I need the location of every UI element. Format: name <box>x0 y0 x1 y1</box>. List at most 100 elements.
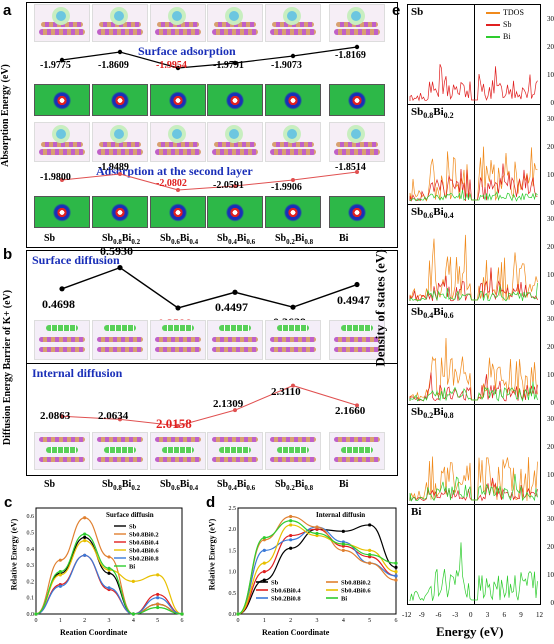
adsorption-structure-bottom <box>207 122 263 162</box>
point-surface-diffusion-5 <box>354 281 360 288</box>
panel-c-legend-label-1: Sb0.8Bi0.2 <box>129 532 159 539</box>
dos-legend-item-0: TDOS <box>486 8 524 17</box>
atom-layer <box>157 142 199 147</box>
surface-diffusion-structure <box>207 320 263 360</box>
panel-b-ylabel: Diffusion Energy Barrier of K+ (eV) <box>2 289 14 446</box>
dos-panel-name: Sb0.2Bi0.8 <box>411 406 454 421</box>
charge-density-map-bottom <box>92 196 148 228</box>
panel-c-point-0-3 <box>107 571 111 575</box>
point-surface-adsorption-1 <box>117 49 123 55</box>
panel-c-xtick: 1 <box>59 618 62 624</box>
surface-diffusion-value-3: 0.4497 <box>215 300 248 315</box>
dos-panel-name: Sb0.8Bi0.2 <box>411 106 454 121</box>
dos-curves <box>409 456 538 502</box>
panel-c-ytick: 0.2 <box>27 579 35 585</box>
k-ion-marker <box>286 11 297 21</box>
panel-c-xtick: 5 <box>156 618 159 624</box>
panel-c-point-4-2 <box>83 553 87 557</box>
panel-c-point-3-1 <box>58 573 62 577</box>
line-surface-adsorption <box>61 46 358 69</box>
atom-layer <box>334 149 380 155</box>
point-surface-adsorption-5 <box>354 44 360 50</box>
panel-d-point-2-2 <box>289 538 293 542</box>
charge-density-map-bottom <box>207 196 263 228</box>
fermi-level-line <box>474 505 475 604</box>
dos-ytick: 30 <box>547 515 554 523</box>
panel-d-point-4-6 <box>394 570 398 574</box>
panel-d-legend-label-3: Sb0.8Bi0.2 <box>341 580 371 587</box>
k-diffusion-path <box>103 447 137 453</box>
charge-density-map-top <box>34 84 90 116</box>
dos-ytick: 0 <box>550 299 554 307</box>
point-internal-diffusion-0 <box>60 414 64 419</box>
panel-a-top-title: Surface adsorption <box>138 44 236 58</box>
k-diffusion-path <box>276 447 310 453</box>
second-layer-value-1: -1.9489 <box>98 162 129 173</box>
dos-curve-2 <box>409 189 538 202</box>
charge-density-map-top <box>207 84 263 116</box>
atom-layer <box>212 457 258 462</box>
k-ion-marker <box>350 129 361 139</box>
dos-ytick: 20 <box>547 143 554 151</box>
atom-layer <box>39 29 85 35</box>
line-internal-diffusion <box>61 385 358 427</box>
panel-c-ytick: 0.6 <box>27 514 35 520</box>
panel-c-point-4-5 <box>156 596 160 600</box>
panel-d-point-2-1 <box>262 548 266 552</box>
charge-density-blob <box>282 201 304 223</box>
panel-c-point-1-2 <box>83 516 87 520</box>
panel-c-xtick: 6 <box>181 618 184 624</box>
panel-c-xtick: 0 <box>35 618 38 624</box>
k-diffusion-path <box>218 325 252 331</box>
charge-density-blob <box>109 89 131 111</box>
point-second-layer-3 <box>233 184 237 188</box>
charge-density-map-bottom <box>265 196 321 228</box>
dos-ytick: 0 <box>550 399 554 407</box>
internal-diffusion-structure <box>92 432 148 470</box>
panel-d-point-0-1 <box>262 578 266 582</box>
point-surface-diffusion-1 <box>117 265 123 271</box>
k-ion-marker <box>228 129 239 139</box>
atom-layer <box>97 337 143 342</box>
panel-b-label: b <box>3 246 13 263</box>
fermi-level-line <box>474 305 475 404</box>
atom-layer <box>99 142 141 147</box>
panel-b-top-title: Surface diffusion <box>32 253 120 267</box>
panel-c-legend-label-5: Bi <box>129 564 135 571</box>
surface-diffusion-structure <box>150 320 206 360</box>
atom-layer <box>334 457 380 462</box>
charge-density-blob <box>51 201 73 223</box>
atom-layer <box>155 149 201 155</box>
panel-d-xlabel: Reation Coordinate <box>262 628 330 637</box>
atom-layer <box>155 347 201 352</box>
panel-c-point-4-1 <box>58 584 62 588</box>
dos-xtick-6: 6 <box>502 611 507 619</box>
atom-layer <box>212 337 258 342</box>
atom-layer <box>334 437 380 442</box>
panel-d-title: Internal diffusin <box>316 511 365 519</box>
surface-adsorption-value-0: -1.9775 <box>40 60 71 71</box>
panel-e-xlabel: Energy (eV) <box>436 624 504 639</box>
panel-d-ylabel: Relative Energy (eV) <box>207 518 217 591</box>
internal-diffusion-value-0: 2.0863 <box>40 410 71 422</box>
panel-b-xlabel-4: Sb0.2Bi0.8 <box>275 479 314 492</box>
panel-d-xtick: 4 <box>342 618 345 624</box>
dos-xtick-8: 12 <box>536 611 543 619</box>
k-ion-marker <box>113 129 124 139</box>
atom-layer <box>212 437 258 442</box>
panel-d-point-0-6 <box>394 565 398 569</box>
dos-panel-name: Sb <box>411 6 424 18</box>
charge-density-blob <box>346 89 368 111</box>
line-surface-diffusion <box>61 266 358 309</box>
charge-density-blob <box>282 89 304 111</box>
panel-a-xlabel-4: Sb0.2Bi0.8 <box>275 233 314 246</box>
atom-layer <box>336 22 378 27</box>
dos-ytick: 0 <box>550 99 554 107</box>
panel-a-top-line <box>59 44 360 71</box>
point-internal-diffusion-1 <box>118 417 122 422</box>
panel-c-point-5-5 <box>156 605 160 610</box>
panel-c-legend-label-4: Sb0.2Bi0.8 <box>129 556 159 563</box>
panel-d-point-5-2 <box>289 519 293 523</box>
dos-ytick: 10 <box>547 571 554 579</box>
atom-layer <box>214 22 256 27</box>
